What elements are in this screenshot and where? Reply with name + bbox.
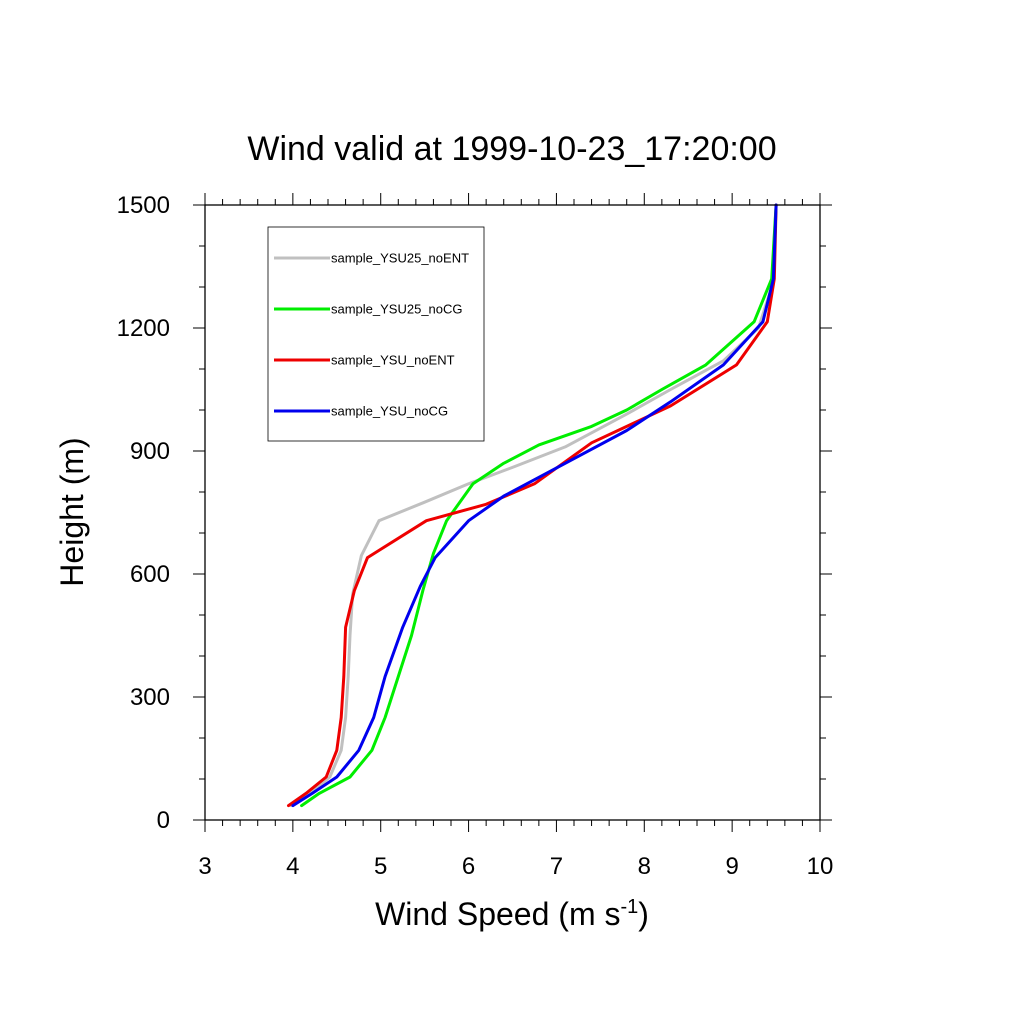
y-tick-label: 0 — [157, 807, 170, 834]
x-axis-label-superscript: -1 — [620, 896, 638, 918]
x-axis-label: Wind Speed (m s-1) — [375, 896, 649, 932]
series-line-4 — [291, 203, 778, 808]
y-tick-label: 600 — [130, 561, 170, 588]
x-tick-label: 9 — [725, 853, 738, 880]
y-tick-label: 1500 — [117, 192, 170, 219]
legend-items: sample_YSU25_noENT sample_YSU25_noCGsampl… — [274, 251, 469, 419]
series-line-2 — [300, 203, 778, 808]
series-layer — [287, 203, 778, 808]
x-tick-label: 6 — [462, 853, 475, 880]
series-line-3 — [287, 203, 778, 808]
tick-labels-layer: 3 4 5 6 7 8 9 10 0 300 600 900 1200 1500 — [117, 192, 834, 880]
x-tick-label: 7 — [550, 853, 563, 880]
legend-label: sample_YSU_noENT — [331, 353, 455, 368]
series-line-1 — [289, 203, 778, 808]
y-axis-label: Height (m) — [54, 437, 90, 586]
x-tick-label: 4 — [286, 853, 299, 880]
x-tick-label: 10 — [807, 853, 834, 880]
x-tick-label: 5 — [374, 853, 387, 880]
legend: sample_YSU25_noENT sample_YSU25_noCGsampl… — [267, 226, 485, 442]
x-tick-label: 8 — [638, 853, 651, 880]
ticks-layer — [193, 193, 832, 832]
x-axis-label-main: Wind Speed (m s — [375, 896, 620, 932]
y-tick-label: 1200 — [117, 315, 170, 342]
y-tick-label: 300 — [130, 684, 170, 711]
chart-title: Wind valid at 1999-10-23_17:20:00 — [247, 130, 776, 168]
plot-frame — [204, 204, 821, 821]
y-tick-label: 900 — [130, 438, 170, 465]
legend-label: sample_YSU25_noENT — [331, 251, 469, 266]
legend-label: sample_YSU25_noCG — [331, 302, 463, 317]
legend-label: sample_YSU_noCG — [331, 404, 448, 419]
x-tick-label: 3 — [198, 853, 211, 880]
x-axis-label-end: ) — [638, 896, 649, 932]
legend-box — [267, 226, 485, 442]
